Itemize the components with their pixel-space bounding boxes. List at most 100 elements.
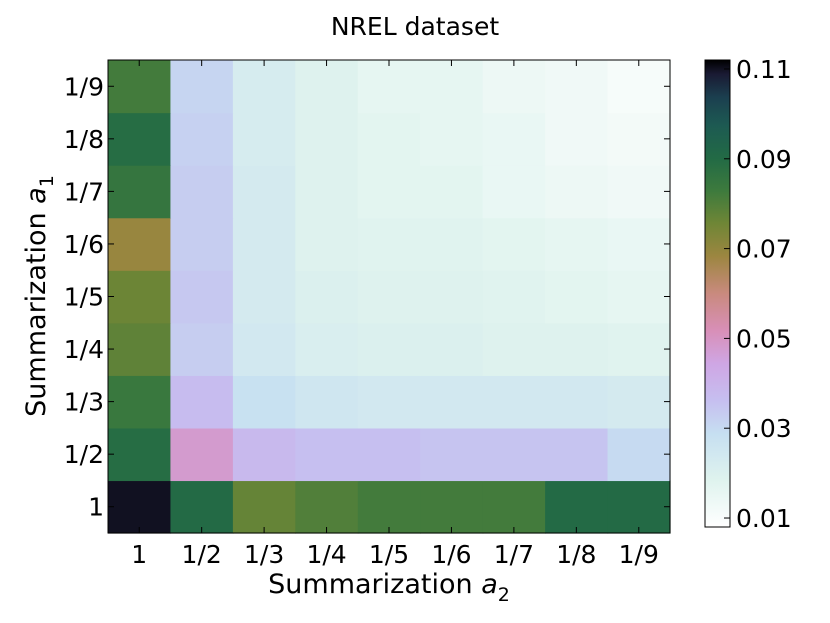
heatmap-cell — [170, 270, 234, 324]
heatmap-cell — [108, 375, 172, 429]
heatmap-cell — [357, 480, 421, 534]
y-tick-label: 1/2 — [64, 440, 104, 469]
y-tick-label: 1/4 — [64, 335, 104, 364]
heatmap-cell — [420, 427, 484, 482]
heatmap-cell — [232, 112, 296, 166]
heatmap-cell — [607, 165, 671, 219]
heatmap-cell — [357, 165, 421, 219]
x-tick-label: 1/6 — [431, 540, 471, 569]
heatmap-cell — [232, 322, 296, 376]
heatmap-cell — [170, 60, 234, 114]
y-axis-label-sub: 1 — [36, 175, 58, 187]
x-tick-label: 1/3 — [244, 540, 284, 569]
heatmap-cell — [295, 480, 359, 534]
heatmap-cell — [545, 270, 609, 324]
y-ticks: 1 1/2 1/3 1/4 1/5 1/6 1/7 1/8 1/9 — [64, 72, 670, 522]
heatmap-cell — [420, 322, 484, 376]
heatmap-cell — [420, 217, 484, 271]
heatmap-cell — [357, 322, 421, 376]
heatmap-cell — [108, 427, 172, 482]
heatmap-cell — [232, 480, 296, 534]
heatmap-cell — [295, 217, 359, 271]
y-axis-label-text: Summarization — [21, 204, 52, 417]
colorbar-tick-label: 0.09 — [736, 145, 792, 174]
colorbar-tick-label: 0.05 — [736, 324, 792, 353]
heatmap-cell — [232, 165, 296, 219]
heatmap-cell — [357, 60, 421, 114]
chart-title: NREL dataset — [331, 12, 499, 41]
x-axis-label-text: Summarization — [268, 569, 481, 600]
y-tick-label: 1/9 — [64, 72, 104, 101]
heatmap-cell — [232, 375, 296, 429]
heatmap-cell — [170, 322, 234, 376]
heatmap-cell — [232, 217, 296, 271]
heatmap-cell — [357, 375, 421, 429]
heatmap-cell — [607, 112, 671, 166]
x-tick-label: 1/5 — [369, 540, 409, 569]
heatmap-cell — [482, 165, 546, 219]
heatmap-cell — [545, 60, 609, 114]
x-ticks: 1 1/2 1/3 1/4 1/5 1/6 1/7 1/8 1/9 — [131, 60, 659, 569]
heatmap-cell — [482, 480, 546, 534]
heatmap-cell — [545, 165, 609, 219]
heatmap-cell — [357, 427, 421, 482]
heatmap-cell — [357, 217, 421, 271]
heatmap-cell — [108, 217, 172, 271]
x-tick-label: 1 — [131, 540, 147, 569]
heatmap-cell — [607, 375, 671, 429]
heatmap-cell — [482, 270, 546, 324]
heatmap-cell — [232, 427, 296, 482]
heatmap-cell — [108, 165, 172, 219]
heatmap-cell — [170, 112, 234, 166]
colorbar-tick-label: 0.11 — [736, 55, 792, 84]
heatmap-cell — [545, 480, 609, 534]
x-tick-label: 1/7 — [494, 540, 534, 569]
y-axis-label-var: a — [21, 187, 52, 204]
heatmap-cell — [482, 217, 546, 271]
heatmap-cell — [482, 322, 546, 376]
heatmap-cell — [170, 375, 234, 429]
heatmap-cell — [545, 322, 609, 376]
heatmap-cell — [607, 270, 671, 324]
heatmap-cell — [295, 375, 359, 429]
x-axis-label-var: a — [481, 569, 498, 600]
heatmap-cell — [108, 112, 172, 166]
colorbar-frame — [704, 59, 731, 528]
heatmap-cell — [420, 480, 484, 534]
x-axis-label: Summarization a2 — [268, 569, 510, 606]
heatmap-cell — [295, 427, 359, 482]
colorbar-ticks: 0.11 0.09 0.07 0.05 0.03 0.01 — [724, 55, 792, 533]
x-axis-label-sub: 2 — [498, 584, 510, 606]
heatmap-cell — [170, 165, 234, 219]
y-tick-label: 1/8 — [64, 125, 104, 154]
colorbar-tick-label: 0.03 — [736, 414, 792, 443]
heatmap-cell — [420, 112, 484, 166]
heatmap-cell — [545, 112, 609, 166]
heatmap-cell — [232, 60, 296, 114]
heatmap-cell — [607, 217, 671, 271]
heatmap-cell — [607, 60, 671, 114]
x-tick-label: 1/2 — [182, 540, 222, 569]
heatmap-cell — [420, 60, 484, 114]
heatmap-cell — [108, 322, 172, 376]
heatmap-cell — [420, 270, 484, 324]
heatmap-cell — [170, 480, 234, 534]
colorbar-tick-label: 0.01 — [736, 504, 792, 533]
colorbar-tick-label: 0.07 — [736, 235, 792, 264]
heatmap-cell — [482, 375, 546, 429]
heatmap-cell — [108, 480, 172, 534]
heatmap-cell — [232, 270, 296, 324]
y-tick-label: 1/6 — [64, 230, 104, 259]
x-tick-label: 1/9 — [619, 540, 659, 569]
heatmap-cell — [357, 270, 421, 324]
y-tick-label: 1/3 — [64, 388, 104, 417]
heatmap-cell — [545, 375, 609, 429]
y-tick-label: 1/5 — [64, 283, 104, 312]
heatmap-cell — [295, 112, 359, 166]
heatmap-cell — [482, 112, 546, 166]
heatmap-cell — [295, 60, 359, 114]
heatmap-cell — [170, 217, 234, 271]
heatmap-cell — [170, 427, 234, 482]
heatmap-cell — [607, 322, 671, 376]
